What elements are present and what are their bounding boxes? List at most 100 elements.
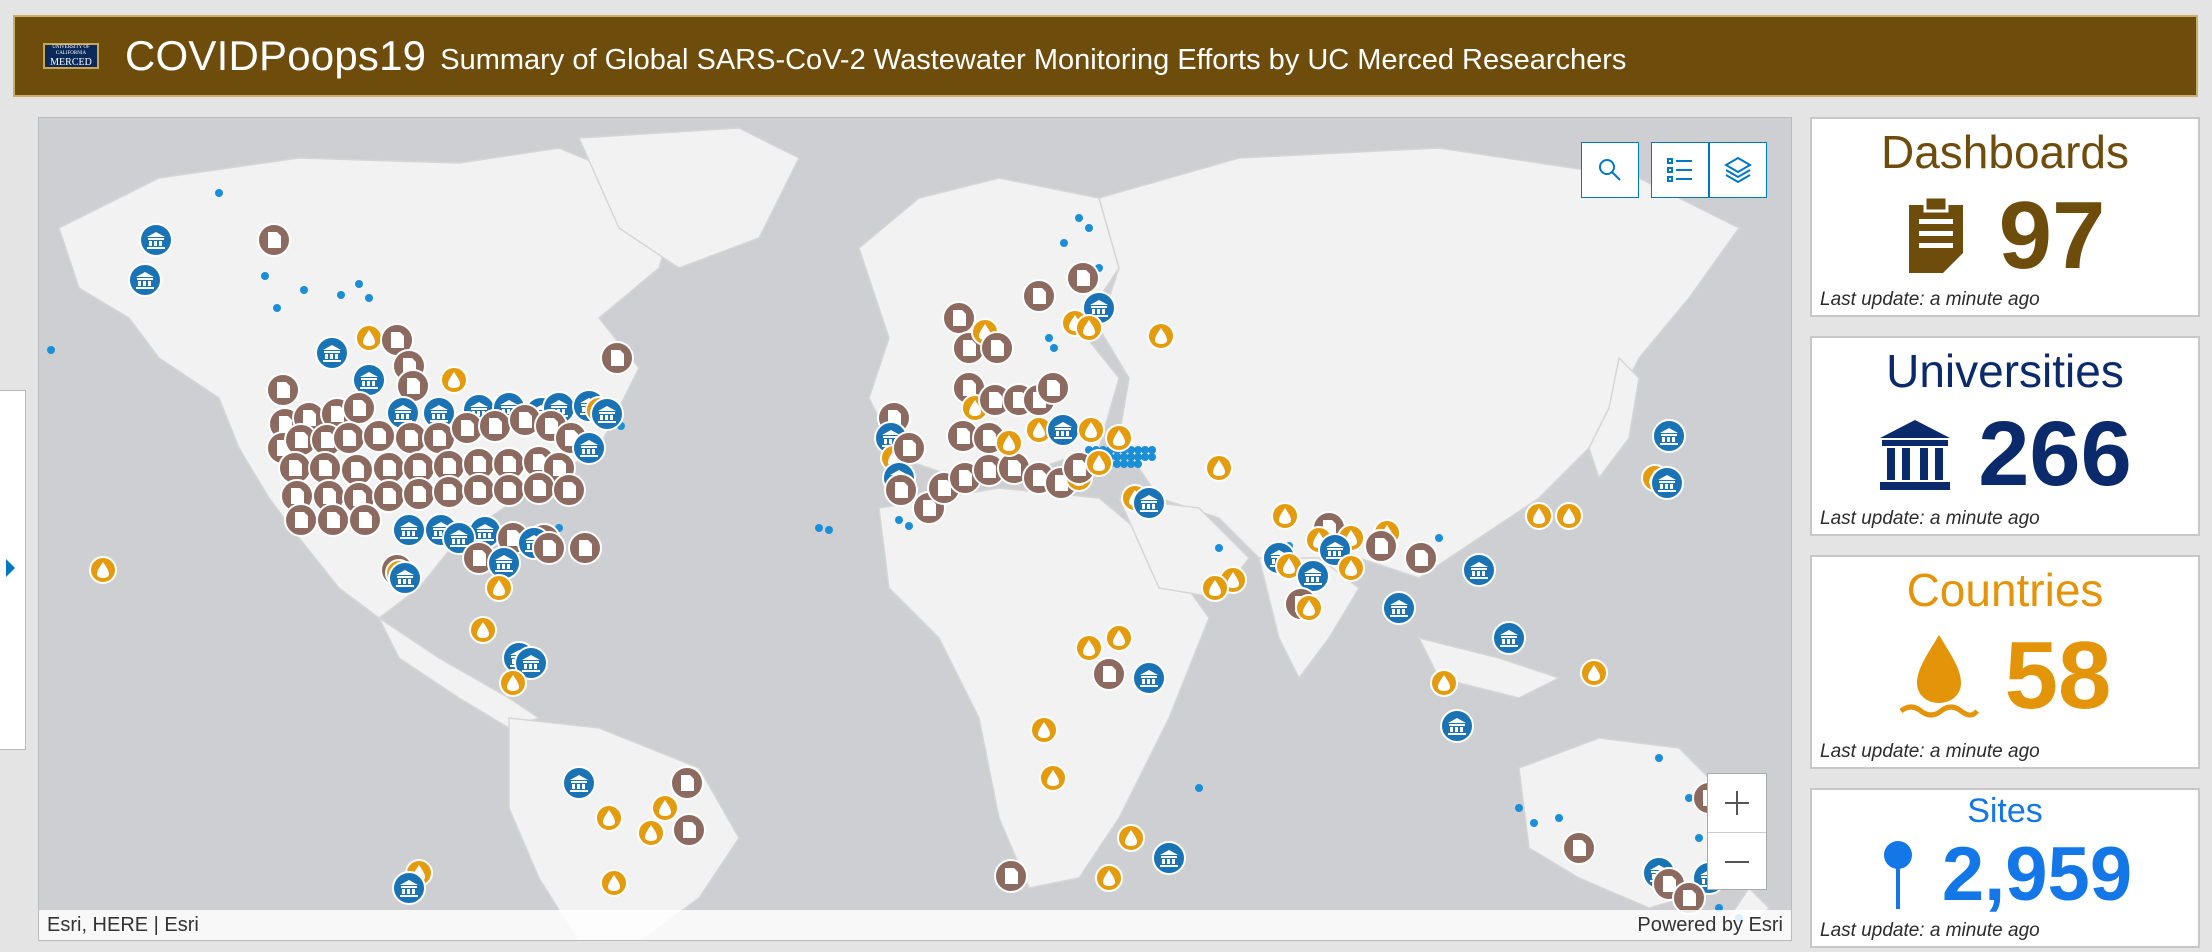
country-marker[interactable] (1555, 502, 1583, 530)
dashboard-marker[interactable] (978, 383, 1012, 417)
site-dot[interactable] (1141, 453, 1149, 461)
legend-button[interactable] (1651, 142, 1709, 198)
site-dot[interactable] (1695, 834, 1703, 842)
search-button[interactable] (1581, 142, 1639, 198)
site-dot[interactable] (1075, 214, 1083, 222)
site-dot[interactable] (1120, 460, 1128, 468)
university-marker[interactable] (1046, 413, 1080, 447)
country-marker[interactable] (1077, 416, 1105, 444)
dashboard-marker[interactable] (522, 471, 556, 505)
dashboard-marker[interactable] (532, 531, 566, 565)
country-marker[interactable] (651, 794, 679, 822)
country-marker[interactable] (1201, 574, 1229, 602)
dashboard-marker[interactable] (600, 341, 634, 375)
dashboard-marker[interactable] (1364, 529, 1398, 563)
dashboard-marker[interactable] (432, 475, 466, 509)
country-marker[interactable] (1580, 659, 1608, 687)
site-dot[interactable] (825, 526, 833, 534)
university-marker[interactable] (1152, 841, 1186, 875)
dashboard-marker[interactable] (348, 503, 382, 537)
university-marker[interactable] (392, 871, 426, 905)
country-marker[interactable] (1105, 624, 1133, 652)
dashboard-marker[interactable] (1092, 657, 1126, 691)
country-marker[interactable] (995, 429, 1023, 457)
site-dot[interactable] (1148, 446, 1156, 454)
site-dot[interactable] (215, 189, 223, 197)
country-marker[interactable] (1095, 864, 1123, 892)
dashboard-marker[interactable] (396, 369, 430, 403)
country-marker[interactable] (1075, 634, 1103, 662)
university-marker[interactable] (1382, 591, 1416, 625)
dashboard-marker[interactable] (380, 323, 414, 357)
country-marker[interactable] (595, 804, 623, 832)
dashboard-marker[interactable] (1404, 541, 1438, 575)
dashboard-marker[interactable] (372, 479, 406, 513)
site-dot[interactable] (815, 524, 823, 532)
dashboard-marker[interactable] (980, 331, 1014, 365)
site-dot[interactable] (1515, 804, 1523, 812)
country-marker[interactable] (499, 669, 527, 697)
dashboard-marker[interactable] (1562, 831, 1596, 865)
country-marker[interactable] (1085, 449, 1113, 477)
university-marker[interactable] (487, 546, 521, 580)
site-dot[interactable] (1685, 794, 1693, 802)
site-dot[interactable] (1120, 453, 1128, 461)
dashboard-marker[interactable] (257, 223, 291, 257)
site-dot[interactable] (905, 522, 913, 530)
site-dot[interactable] (1215, 544, 1223, 552)
university-marker[interactable] (1492, 621, 1526, 655)
site-dot[interactable] (1127, 446, 1135, 454)
dashboard-marker[interactable] (552, 473, 586, 507)
dashboard-marker[interactable] (450, 411, 484, 445)
site-dot[interactable] (337, 291, 345, 299)
country-marker[interactable] (1030, 716, 1058, 744)
dashboard-marker[interactable] (942, 301, 976, 335)
country-marker[interactable] (485, 574, 513, 602)
site-dot[interactable] (1141, 446, 1149, 454)
site-dot[interactable] (1134, 446, 1142, 454)
country-marker[interactable] (1147, 322, 1175, 350)
site-dot[interactable] (1127, 453, 1135, 461)
dashboard-marker[interactable] (492, 473, 526, 507)
site-dot[interactable] (1113, 453, 1121, 461)
dashboard-marker[interactable] (462, 473, 496, 507)
site-dot[interactable] (1127, 460, 1135, 468)
site-dot[interactable] (1085, 224, 1093, 232)
layers-button[interactable] (1709, 142, 1767, 198)
site-dot[interactable] (1195, 784, 1203, 792)
dashboard-marker[interactable] (1022, 461, 1056, 495)
site-dot[interactable] (365, 294, 373, 302)
university-marker[interactable] (590, 397, 624, 431)
university-marker[interactable] (562, 766, 596, 800)
site-dot[interactable] (273, 304, 281, 312)
dashboard-marker[interactable] (994, 859, 1028, 893)
country-marker[interactable] (1271, 502, 1299, 530)
dashboard-marker[interactable] (508, 403, 542, 437)
university-marker[interactable] (1440, 709, 1474, 743)
dashboard-marker[interactable] (266, 373, 300, 407)
dashboard-marker[interactable] (568, 531, 602, 565)
dashboard-marker[interactable] (672, 813, 706, 847)
dashboard-marker[interactable] (492, 447, 526, 481)
site-dot[interactable] (1530, 819, 1538, 827)
university-marker[interactable] (315, 336, 349, 370)
site-dot[interactable] (1435, 534, 1443, 542)
site-dot[interactable] (47, 346, 55, 354)
site-dot[interactable] (1113, 460, 1121, 468)
site-dot[interactable] (355, 280, 363, 288)
university-marker[interactable] (392, 513, 426, 547)
country-marker[interactable] (637, 819, 665, 847)
site-dot[interactable] (1060, 239, 1068, 247)
university-marker[interactable] (1650, 466, 1684, 500)
side-panel-toggle[interactable] (0, 390, 26, 750)
country-marker[interactable] (1295, 594, 1323, 622)
university-marker[interactable] (572, 431, 606, 465)
dashboard-marker[interactable] (284, 503, 318, 537)
site-dot[interactable] (1050, 344, 1058, 352)
dashboard-marker[interactable] (432, 449, 466, 483)
dashboard-marker[interactable] (402, 477, 436, 511)
country-marker[interactable] (440, 366, 468, 394)
dashboard-marker[interactable] (1022, 279, 1056, 313)
university-marker[interactable] (1318, 533, 1352, 567)
zoom-out-button[interactable] (1708, 832, 1766, 890)
